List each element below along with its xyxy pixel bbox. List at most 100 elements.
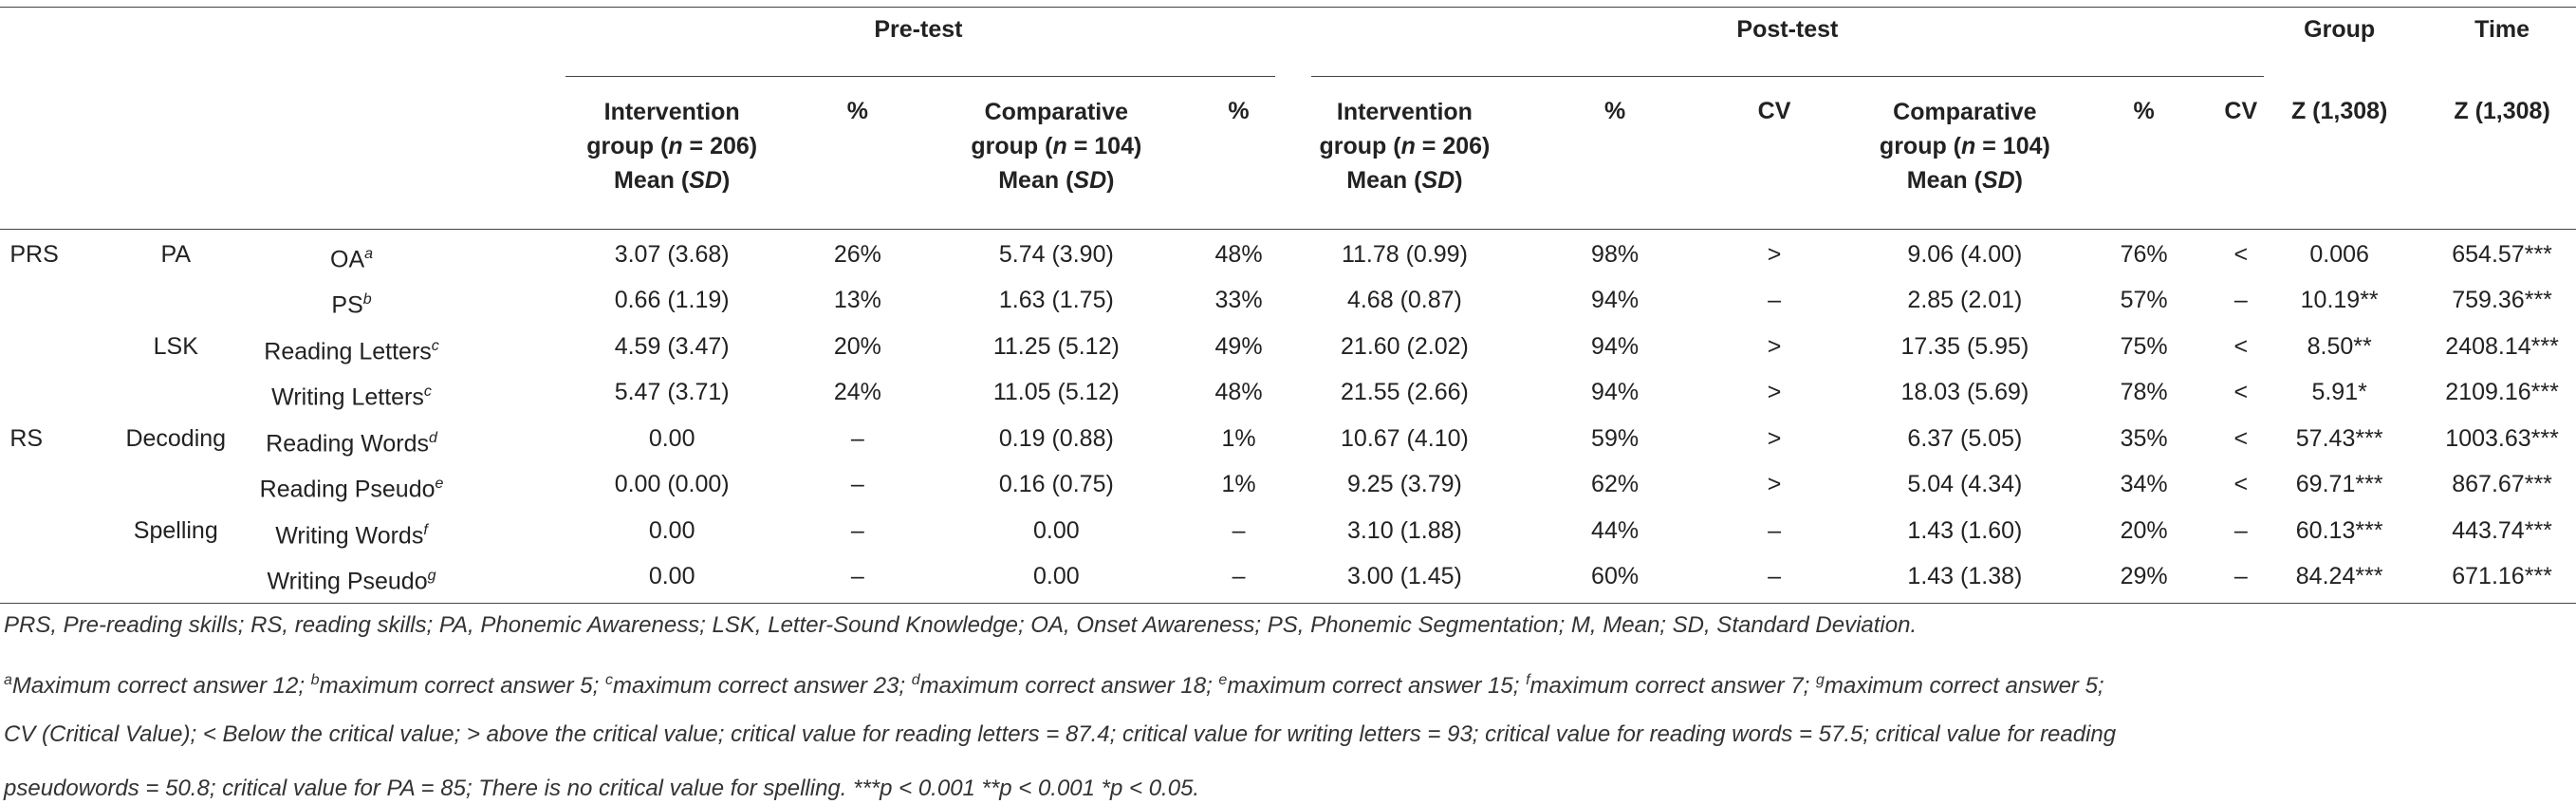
table-cell: > [1767,424,1782,452]
table-cell: 5.74 (3.90) [998,240,1114,268]
table-cell: 34% [2120,471,2168,498]
notes-abbreviations: PRS, Pre-reading skills; RS, reading ski… [4,612,1918,639]
table-cell: 3.07 (3.68) [614,240,730,268]
table-cell: 57.43*** [2295,424,2383,452]
table-cell: 1% [1221,471,1256,498]
table-cell: 11.05 (5.12) [992,379,1120,406]
table-cell: 10.67 (4.10) [1341,424,1469,452]
group-header: Group [2304,15,2376,43]
table-cell: 57% [2120,287,2168,314]
row-subdomain: PA [160,240,192,268]
col-comparative-pre: Comparative group (n = 104) Mean (SD) [971,99,1142,195]
table-cell: – [850,516,864,544]
row-measure: PSb [331,291,372,319]
table-cell: < [2233,424,2249,452]
table-cell: 35% [2120,424,2168,452]
posttest-underline [1310,75,2264,77]
table-cell: 0.66 (1.19) [614,287,730,314]
table-cell: < [2233,379,2249,406]
table-cell: 9.25 (3.79) [1346,471,1462,498]
row-measure: OAa [330,245,374,273]
table-cell: 20% [2120,516,2168,544]
table-cell: 62% [1591,471,1640,498]
table-cell: – [850,563,864,590]
table-cell: 94% [1591,379,1640,406]
col-cv-2: CV [2224,98,2258,125]
table-cell: 60% [1591,563,1640,590]
table-cell: 3.10 (1.88) [1346,516,1462,544]
table-cell: 94% [1591,332,1640,360]
table-cell: 5.04 (4.34) [1907,471,2023,498]
table-cell: 2109.16*** [2445,379,2559,406]
table-cell: 33% [1214,287,1263,314]
col-intervention-post: Intervention group (n = 206) Mean (SD) [1319,99,1491,195]
table-cell: > [1767,379,1782,406]
table-cell: 78% [2120,379,2168,406]
table-cell: > [1767,240,1782,268]
table-cell: 0.00 [648,563,695,590]
table-cell: 867.67*** [2452,471,2552,498]
row-measure: Writing Wordsf [275,521,428,550]
table-cell: 21.60 (2.02) [1341,332,1469,360]
table-bottom-rule [0,603,2576,605]
notes-critical-values: CV (Critical Value); < Below the critica… [4,720,2117,747]
table-cell: 11.25 (5.12) [992,332,1120,360]
table-cell: 1003.63*** [2445,424,2559,452]
table-cell: 13% [833,287,881,314]
time-header: Time [2474,15,2530,43]
table-cell: > [1767,332,1782,360]
table-cell: 759.36*** [2452,287,2552,314]
table-cell: 17.35 (5.95) [1900,332,2029,360]
table-cell: 0.006 [2309,240,2369,268]
table-cell: 26% [833,240,881,268]
table-cell: – [850,471,864,498]
table-cell: 98% [1591,240,1640,268]
col-pct-2: % [1228,98,1250,125]
col-comparative-post: Comparative group (n = 104) Mean (SD) [1879,99,2050,195]
table-cell: – [1768,563,1781,590]
row-subdomain: LSK [153,332,198,360]
table-cell: < [2233,240,2249,268]
row-measure: Reading Wordsd [266,429,437,458]
col-cv-1: CV [1757,98,1791,125]
table-cell: 2408.14*** [2445,332,2559,360]
table-cell: 18.03 (5.69) [1900,379,2029,406]
header-bottom-rule [0,228,2576,230]
table-cell: 44% [1591,516,1640,544]
table-cell: 29% [2120,563,2168,590]
col-intervention-pre: Intervention group (n = 206) Mean (SD) [586,99,758,195]
row-measure: Reading Lettersc [264,337,439,365]
table-cell: 94% [1591,287,1640,314]
table-cell: 10.19** [2300,287,2379,314]
pretest-header: Pre-test [874,15,963,43]
table-cell: 443.74*** [2452,516,2552,544]
table-cell: – [850,424,864,452]
table-cell: – [1232,563,1246,590]
table-cell: 69.71*** [2295,471,2383,498]
table-cell: 21.55 (2.66) [1341,379,1469,406]
table-cell: 1.63 (1.75) [998,287,1114,314]
table-cell: 60.13*** [2295,516,2383,544]
row-measure: Reading Pseudoe [259,476,444,503]
row-measure: Writing Pseudog [267,568,436,595]
table-cell: 48% [1214,240,1263,268]
table-cell: 5.91* [2311,379,2367,406]
table-cell: 654.57*** [2452,240,2552,268]
table-cell: 4.59 (3.47) [614,332,730,360]
table-cell: 0.00 [648,516,695,544]
table-cell: 0.00 (0.00) [614,471,730,498]
col-pct-1: % [846,98,868,125]
table-cell: 9.06 (4.00) [1907,240,2023,268]
table-cell: < [2233,332,2249,360]
table-cell: 671.16*** [2452,563,2552,590]
table-cell: 24% [833,379,881,406]
col-pct-3: % [1603,98,1626,125]
table-cell: < [2233,471,2249,498]
table-cell: 0.19 (0.88) [998,424,1114,452]
table-cell: 2.85 (2.01) [1907,287,2023,314]
notes-significance: pseudowords = 50.8; critical value for P… [4,775,1200,801]
posttest-header: Post-test [1736,15,1839,43]
table-cell: 48% [1214,379,1263,406]
table-cell: – [1768,516,1781,544]
table-cell: 20% [833,332,881,360]
